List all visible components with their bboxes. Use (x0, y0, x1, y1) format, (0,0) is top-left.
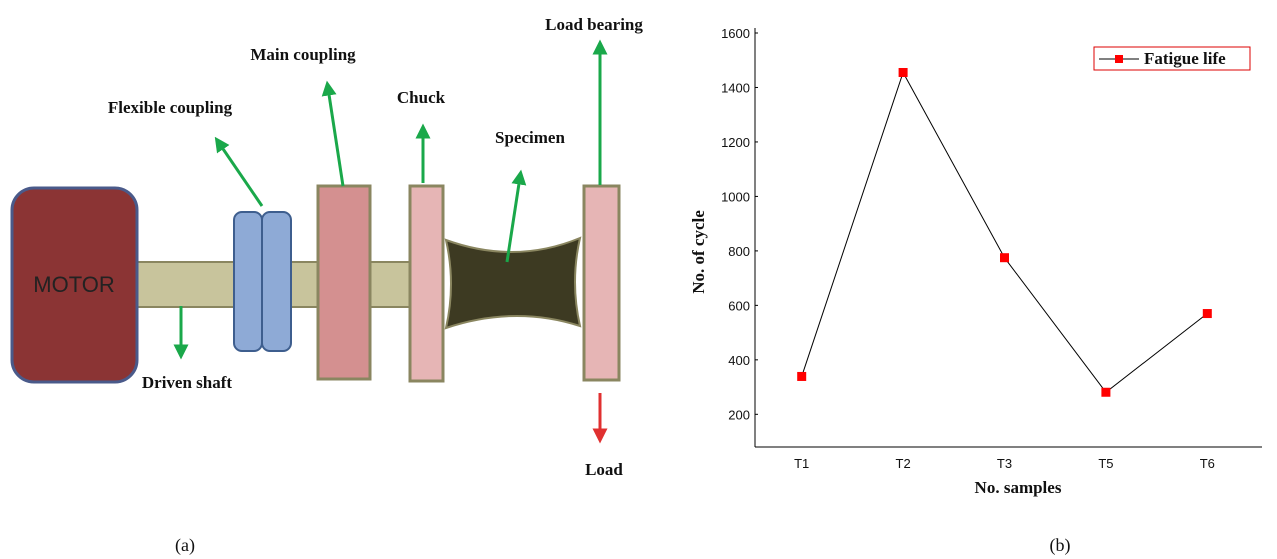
x-tick-label: T2 (896, 456, 911, 471)
x-tick-label: T6 (1200, 456, 1215, 471)
caption: (a) (175, 535, 195, 556)
label: Driven shaft (142, 373, 233, 392)
y-tick-label: 1600 (721, 26, 750, 41)
specimen (446, 238, 580, 328)
chart: No. samples No. of cycle (b) 200 400 600 80… (689, 26, 1262, 556)
machine-diagram: MOTOR Flexible coupling Main coupling Ch… (12, 15, 643, 556)
x-tick-label: T1 (794, 456, 809, 471)
legend-label: Fatigue life (1144, 49, 1226, 68)
legend-marker (1115, 55, 1123, 63)
point (899, 68, 908, 77)
coupling-half (234, 212, 262, 351)
label: Specimen (495, 128, 565, 147)
x-tick-label: T3 (997, 456, 1012, 471)
label: Load (585, 460, 623, 479)
y-axis-title: No. of cycle (689, 210, 708, 294)
point (1101, 388, 1110, 397)
arrow (219, 143, 262, 206)
series-line (802, 72, 1208, 392)
point (797, 372, 806, 381)
arrow (507, 177, 520, 262)
label: Flexible coupling (108, 98, 233, 117)
y-tick-label: 1000 (721, 189, 750, 204)
point (1000, 253, 1009, 262)
chuck (410, 186, 443, 381)
coupling-half (262, 212, 291, 351)
label: Load bearing (545, 15, 643, 34)
y-tick-label: 1400 (721, 80, 750, 95)
load-bearing (584, 186, 619, 380)
label: Main coupling (250, 45, 356, 64)
x-tick-label: T5 (1098, 456, 1113, 471)
y-tick-label: 600 (728, 298, 750, 313)
y-tick-label: 800 (728, 244, 750, 259)
point (1203, 309, 1212, 318)
label: Chuck (397, 88, 446, 107)
y-tick-label: 200 (728, 407, 750, 422)
main-coupling (318, 186, 370, 379)
x-axis-title: No. samples (975, 478, 1062, 497)
figure: MOTOR Flexible coupling Main coupling Ch… (0, 0, 1277, 559)
caption: (b) (1050, 535, 1071, 556)
y-tick-label: 1200 (721, 135, 750, 150)
arrow (328, 88, 343, 186)
y-tick-label: 400 (728, 353, 750, 368)
motor-label: MOTOR (33, 272, 114, 297)
